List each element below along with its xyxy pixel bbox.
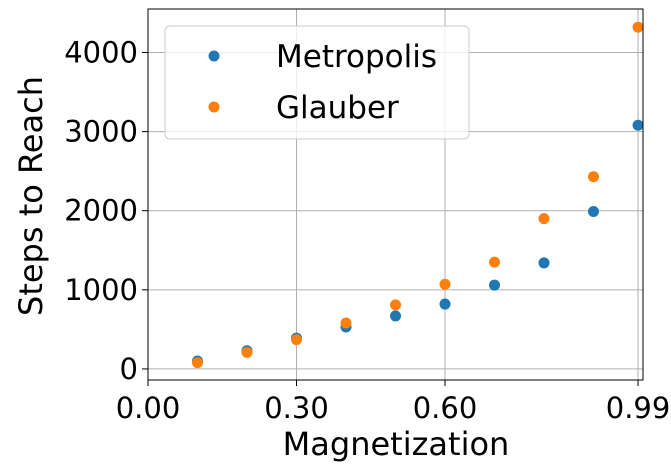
data-point-metropolis: [489, 279, 500, 291]
data-point-metropolis: [538, 257, 550, 269]
data-point-glauber: [340, 317, 352, 329]
x-tick-label: 0.99: [606, 391, 671, 425]
legend-label-metropolis: Metropolis: [276, 39, 437, 75]
y-tick-label: 3000: [64, 115, 138, 149]
data-point-glauber: [291, 334, 302, 346]
data-point-glauber: [538, 213, 550, 225]
data-point-metropolis: [632, 119, 644, 131]
data-point-metropolis: [390, 310, 401, 322]
series-metropolis: [192, 119, 644, 367]
data-point-glauber: [632, 21, 644, 33]
x-tick-label: 0.30: [264, 391, 329, 425]
y-tick-label: 0: [120, 352, 138, 386]
x-tick-label: 0.00: [116, 391, 181, 425]
legend-marker-glauber: [208, 101, 220, 113]
legend-box: [164, 25, 470, 140]
series-glauber: [192, 21, 644, 369]
x-axis-title: Magnetization: [283, 425, 510, 463]
y-tick-label: 4000: [64, 36, 138, 70]
data-point-glauber: [439, 278, 451, 290]
legend: Metropolis Glauber: [164, 25, 470, 140]
plot-frame: [147, 8, 644, 381]
data-point-glauber: [588, 171, 599, 183]
legend-marker-metropolis: [208, 50, 220, 62]
axis-ticks: 0.00 0.30 0.60 0.99 0 1000 2000 3000 4000: [64, 36, 670, 425]
y-axis-title: Steps to Reach: [12, 76, 50, 316]
x-tick-label: 0.60: [413, 391, 478, 425]
data-points: [192, 21, 644, 369]
data-point-glauber: [489, 256, 500, 268]
data-point-glauber: [390, 299, 401, 311]
data-point-glauber: [192, 357, 203, 369]
data-point-metropolis: [439, 298, 451, 310]
data-point-glauber: [241, 346, 253, 358]
legend-label-glauber: Glauber: [276, 90, 399, 126]
data-point-metropolis: [588, 206, 599, 218]
y-tick-label: 1000: [64, 273, 138, 307]
y-tick-label: 2000: [64, 194, 138, 228]
